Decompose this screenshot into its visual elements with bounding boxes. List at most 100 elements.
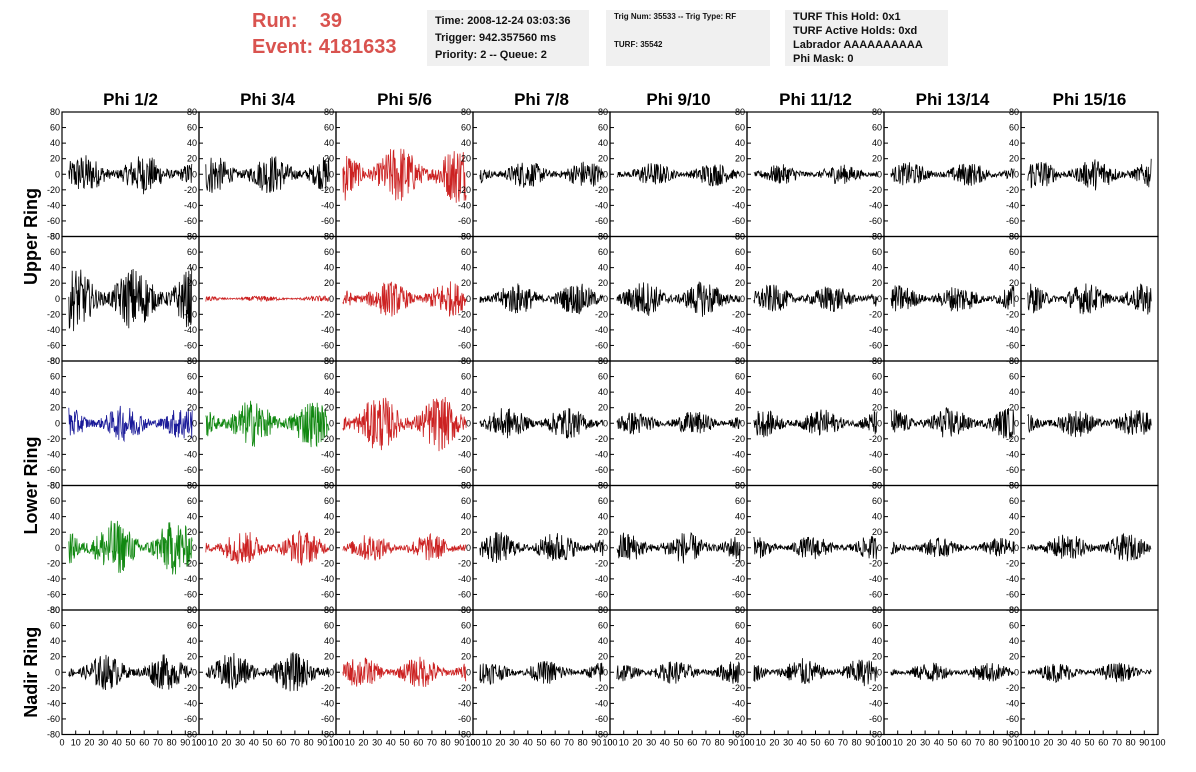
- y-tick-label: 20: [735, 154, 745, 164]
- y-tick-label: -80: [321, 730, 334, 740]
- x-tick-label: 0: [470, 738, 475, 748]
- y-tick-label: 60: [735, 496, 745, 506]
- waveform-trace: [479, 661, 604, 686]
- y-tick-label: 40: [187, 387, 197, 397]
- x-tick-label: 80: [304, 738, 314, 748]
- y-tick-label: 80: [324, 481, 334, 491]
- x-tick-label: 30: [98, 738, 108, 748]
- y-tick-label: 80: [461, 232, 471, 242]
- event-value: 4181633: [318, 36, 397, 58]
- y-tick-label: -60: [321, 714, 334, 724]
- y-tick-label: 80: [872, 107, 882, 117]
- y-tick-label: 40: [598, 138, 608, 148]
- y-tick-label: 20: [187, 403, 197, 413]
- y-tick-label: 60: [872, 496, 882, 506]
- y-tick-label: -40: [732, 325, 745, 335]
- x-tick-label: 70: [153, 738, 163, 748]
- y-tick-label: 60: [1009, 123, 1019, 133]
- y-tick-label: 20: [461, 154, 471, 164]
- y-tick-label: -20: [458, 558, 471, 568]
- y-tick-label: -60: [869, 714, 882, 724]
- x-tick-label: 90: [865, 738, 875, 748]
- y-tick-label: -60: [47, 216, 60, 226]
- waveform-trace: [890, 662, 1015, 682]
- y-tick-label: 40: [735, 263, 745, 273]
- x-tick-label: 60: [1098, 738, 1108, 748]
- x-tick-label: 0: [333, 738, 338, 748]
- y-tick-label: -20: [184, 683, 197, 693]
- y-tick-label: 60: [50, 621, 60, 631]
- y-tick-label: -60: [1006, 465, 1019, 475]
- waveform-trace: [1027, 158, 1152, 191]
- y-tick-label: -20: [1006, 309, 1019, 319]
- y-tick-label: 80: [461, 481, 471, 491]
- y-tick-label: -80: [47, 730, 60, 740]
- x-tick-label: 30: [235, 738, 245, 748]
- x-tick-label: 80: [578, 738, 588, 748]
- y-tick-label: -60: [47, 465, 60, 475]
- y-tick-label: -80: [47, 605, 60, 615]
- y-tick-label: 60: [598, 372, 608, 382]
- waveform-trace: [753, 284, 878, 312]
- waveform-trace: [68, 155, 193, 195]
- y-tick-label: -40: [595, 449, 608, 459]
- turf-num-text: TURF: 35542: [614, 40, 663, 49]
- y-tick-label: -80: [732, 730, 745, 740]
- column-title: Phi 11/12: [779, 90, 852, 109]
- waveform-trace: [890, 407, 1015, 440]
- x-tick-label: 60: [413, 738, 423, 748]
- y-tick-label: -60: [184, 340, 197, 350]
- y-tick-label: -40: [184, 449, 197, 459]
- waveform-trace: [205, 530, 330, 566]
- x-tick-label: 50: [1084, 738, 1094, 748]
- y-tick-label: -60: [321, 465, 334, 475]
- y-tick-label: 0: [1014, 169, 1019, 179]
- y-tick-label: 40: [461, 263, 471, 273]
- y-tick-label: 40: [735, 512, 745, 522]
- y-tick-label: 40: [735, 636, 745, 646]
- y-tick-label: -20: [732, 185, 745, 195]
- y-tick-label: -20: [321, 309, 334, 319]
- y-tick-label: -40: [458, 325, 471, 335]
- y-tick-label: -40: [321, 325, 334, 335]
- y-tick-label: 80: [598, 232, 608, 242]
- y-tick-label: 80: [187, 107, 197, 117]
- y-tick-label: -60: [184, 714, 197, 724]
- y-tick-label: -20: [321, 683, 334, 693]
- x-tick-label: 40: [797, 738, 807, 748]
- y-tick-label: 20: [598, 278, 608, 288]
- y-tick-label: 80: [187, 605, 197, 615]
- x-tick-label: 100: [876, 738, 891, 748]
- y-tick-label: 20: [461, 278, 471, 288]
- y-tick-label: -20: [869, 309, 882, 319]
- y-tick-label: 40: [735, 138, 745, 148]
- y-tick-label: -40: [1006, 325, 1019, 335]
- x-tick-label: 90: [591, 738, 601, 748]
- y-tick-label: -20: [595, 683, 608, 693]
- waveform-trace: [753, 535, 878, 560]
- x-tick-label: 0: [744, 738, 749, 748]
- y-tick-label: 60: [1009, 372, 1019, 382]
- y-tick-label: -60: [458, 714, 471, 724]
- waveform-trace: [616, 411, 741, 435]
- y-tick-label: 80: [50, 232, 60, 242]
- y-tick-label: 60: [50, 372, 60, 382]
- y-tick-label: 0: [466, 169, 471, 179]
- y-tick-label: 0: [192, 418, 197, 428]
- y-tick-label: 80: [461, 605, 471, 615]
- y-tick-label: 60: [461, 247, 471, 257]
- y-tick-label: 40: [50, 138, 60, 148]
- y-tick-label: 80: [50, 605, 60, 615]
- waveform-trace: [479, 532, 604, 564]
- y-tick-label: -60: [458, 216, 471, 226]
- x-tick-label: 80: [441, 738, 451, 748]
- y-tick-label: 20: [50, 278, 60, 288]
- y-tick-label: -40: [47, 325, 60, 335]
- row-group-label: Upper Ring: [21, 188, 41, 285]
